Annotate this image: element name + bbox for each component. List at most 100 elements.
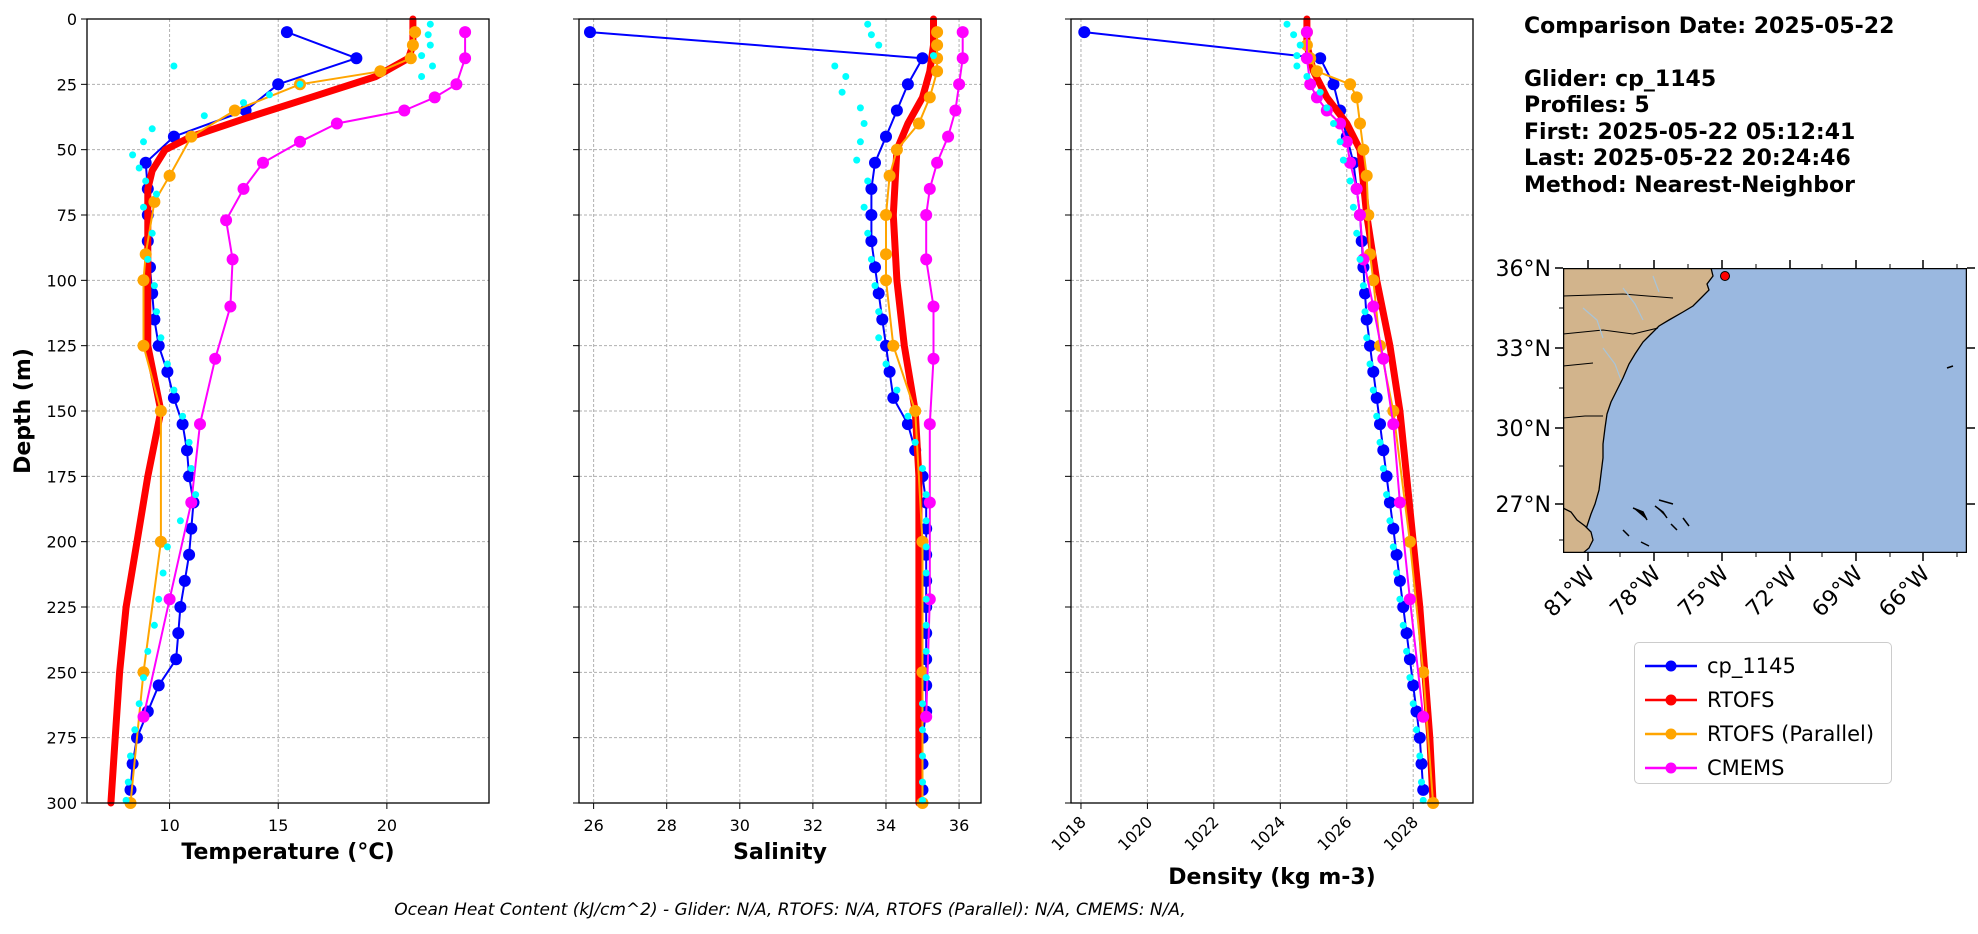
data-point-rtofs-parallel- — [880, 209, 892, 221]
data-point-cp-1145 — [1380, 470, 1393, 483]
data-point-cp-1145 — [183, 470, 196, 483]
data-point-raw — [153, 190, 160, 198]
series-line-rtofs — [889, 15, 937, 807]
data-point-raw — [856, 138, 864, 146]
data-point-cp-1145 — [901, 418, 914, 431]
legend-marker — [1665, 762, 1677, 774]
method: Method: Nearest-Neighbor — [1524, 172, 1855, 198]
first-time: First: 2025-05-22 05:12:41 — [1524, 119, 1856, 145]
data-point-raw — [179, 412, 187, 420]
data-point-raw — [1293, 62, 1301, 70]
data-point-raw — [1323, 104, 1331, 112]
data-point-cmems — [226, 253, 239, 266]
map-lat-label: 33°N — [1496, 337, 1551, 362]
data-point-rtofs-parallel- — [931, 65, 944, 78]
data-point-raw — [187, 465, 195, 472]
data-point-cmems — [956, 26, 969, 39]
data-point-raw — [1369, 386, 1377, 394]
data-point-raw — [893, 386, 901, 394]
data-point-raw — [838, 88, 846, 96]
y-axis-label: Depth (m) — [11, 348, 36, 474]
data-point-cp-1145 — [1364, 339, 1376, 352]
data-point-raw — [1396, 595, 1404, 603]
data-point-cp-1145 — [124, 783, 137, 796]
data-point-raw — [1379, 465, 1387, 472]
data-point-cp-1145 — [916, 52, 929, 65]
data-point-cmems — [953, 78, 966, 91]
data-point-cmems — [1354, 209, 1366, 221]
x-tick-label: 30 — [730, 816, 750, 835]
data-point-cp-1145 — [1387, 522, 1400, 535]
legend-swatch — [1645, 728, 1697, 740]
data-point-cp-1145 — [876, 313, 889, 326]
data-point-cp-1145 — [584, 26, 596, 39]
data-point-cp-1145 — [183, 548, 196, 561]
data-point-raw — [1366, 360, 1374, 368]
data-point-raw — [1416, 752, 1424, 760]
glider-name: Glider: cp_1145 — [1524, 66, 1717, 92]
data-point-cmems — [920, 253, 933, 266]
data-point-cmems — [927, 300, 940, 313]
map-lon-label: 66°W — [1875, 561, 1936, 622]
data-point-raw — [919, 700, 926, 708]
data-point-cp-1145 — [1078, 26, 1091, 39]
data-point-rtofs-parallel- — [890, 143, 903, 156]
data-point-raw — [860, 203, 868, 211]
data-point-cmems — [459, 52, 472, 65]
data-point-raw — [1303, 73, 1311, 80]
data-point-cp-1145 — [1370, 391, 1383, 404]
series-line-rtofs — [1303, 15, 1437, 807]
data-point-raw — [864, 20, 872, 28]
data-point-cp-1145 — [176, 418, 189, 431]
data-point-raw — [922, 517, 930, 525]
data-point-raw — [911, 438, 919, 446]
data-point-raw — [1419, 796, 1427, 804]
data-point-rtofs-parallel- — [1310, 65, 1323, 78]
data-point-cmems — [923, 418, 936, 431]
map-lat-label: 30°N — [1496, 417, 1551, 442]
data-point-rtofs-parallel- — [1357, 143, 1370, 156]
data-point-raw — [1356, 255, 1364, 263]
data-point-raw — [144, 255, 152, 263]
data-point-cp-1145 — [185, 522, 198, 535]
data-point-raw — [1349, 203, 1357, 211]
data-point-raw — [135, 700, 143, 708]
data-point-rtofs-parallel- — [1367, 274, 1380, 287]
data-point-cp-1145 — [350, 52, 363, 65]
series-line-rtofs — [107, 15, 417, 807]
data-point-raw — [919, 465, 926, 472]
data-point-raw — [882, 360, 890, 368]
data-point-raw — [1363, 334, 1371, 342]
subplot-1: 0 25 50 75 100 125 150 175 200 225 250 275 300 10 15 20… — [11, 10, 490, 865]
data-point-cp-1145 — [901, 78, 914, 91]
y-tick-label: 125 — [46, 337, 77, 356]
location-map — [1562, 267, 1968, 554]
data-point-raw — [922, 543, 930, 551]
data-point-cp-1145 — [167, 130, 180, 143]
map-lon-label: 69°W — [1808, 561, 1869, 622]
x-axis-label: Density (kg m-3) — [1168, 865, 1376, 890]
data-point-raw — [922, 491, 930, 499]
data-point-cp-1145 — [1327, 78, 1340, 91]
data-point-raw — [1389, 543, 1397, 551]
data-point-cmems — [920, 710, 933, 723]
data-point-raw — [860, 120, 868, 127]
y-tick-label: 275 — [46, 729, 77, 748]
data-point-raw — [200, 112, 208, 120]
data-point-cp-1145 — [1407, 679, 1420, 692]
data-point-raw — [192, 491, 200, 499]
data-point-rtofs-parallel- — [409, 26, 422, 39]
data-point-cp-1145 — [181, 444, 193, 457]
data-point-raw — [124, 778, 132, 786]
data-point-raw — [922, 595, 930, 603]
data-point-raw — [867, 31, 875, 39]
data-point-rtofs-parallel- — [931, 26, 944, 39]
data-point-cp-1145 — [865, 182, 878, 195]
data-point-raw — [1346, 177, 1354, 185]
map-svg — [1562, 267, 1968, 554]
x-tick-label: 1024 — [1247, 812, 1289, 854]
subplot-2: 26 28 30 32 34 36 Salinity — [573, 15, 982, 865]
data-point-cmems — [330, 117, 343, 130]
data-point-raw — [140, 203, 147, 211]
